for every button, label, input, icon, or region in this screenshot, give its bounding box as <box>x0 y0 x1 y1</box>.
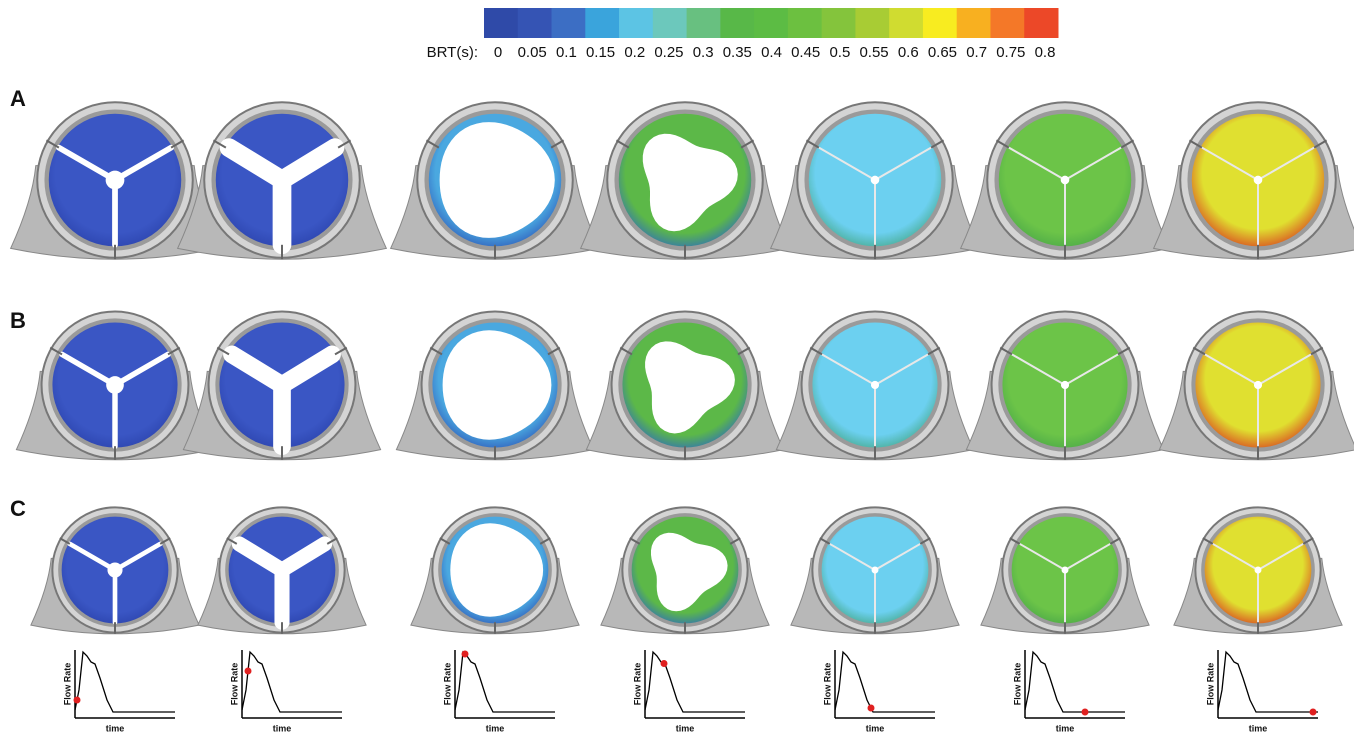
orifice <box>1061 176 1070 185</box>
orifice <box>106 171 125 190</box>
colorbar-swatch <box>653 8 687 38</box>
colorbar-swatch <box>788 8 822 38</box>
flow-curve <box>1218 652 1318 712</box>
x-axis-label: time <box>866 723 885 733</box>
colorbar-swatch <box>822 8 856 38</box>
colorbar-tick-label: 0.65 <box>928 44 957 61</box>
valve <box>183 312 380 460</box>
x-axis-label: time <box>1249 723 1268 733</box>
time-marker <box>1082 709 1089 716</box>
figure: BRT(s): 0 0.05 0.1 0.15 0.2 0.25 0.3 0.35 0.4 0.4… <box>0 0 1354 736</box>
colorbar-tick-label: 0.8 <box>1035 44 1056 61</box>
x-axis-label: time <box>1056 723 1075 733</box>
valve <box>1154 102 1354 259</box>
valve <box>771 102 980 259</box>
time-marker <box>74 697 81 704</box>
valve <box>981 507 1149 633</box>
colorbar-tick-label: 0.5 <box>829 44 850 61</box>
colorbar-swatch <box>585 8 619 38</box>
valve <box>1159 312 1354 460</box>
colorbar-tick-label: 0.35 <box>723 44 752 61</box>
y-axis-label: Flow Rate <box>442 663 452 706</box>
time-marker <box>868 705 875 712</box>
colorbar-swatch <box>957 8 991 38</box>
orifice <box>1254 176 1263 185</box>
valve <box>776 312 973 460</box>
x-axis-label: time <box>106 723 125 733</box>
colorbar-tick-label: 0.7 <box>966 44 987 61</box>
valve <box>198 507 366 633</box>
flow-curve <box>835 652 935 712</box>
colorbar-swatch <box>855 8 889 38</box>
orifice <box>106 376 124 394</box>
colorbar-tick-label: 0.3 <box>693 44 714 61</box>
time-marker <box>462 651 469 658</box>
colorbar-tick-label: 0.15 <box>586 44 615 61</box>
y-axis-label: Flow Rate <box>632 663 642 706</box>
y-axis-label: Flow Rate <box>1205 663 1215 706</box>
flow-curve <box>645 652 745 712</box>
time-marker <box>1310 709 1317 716</box>
orifice <box>1061 381 1069 389</box>
valve <box>601 507 769 633</box>
valve <box>581 102 790 259</box>
y-axis-label: Flow Rate <box>1012 663 1022 706</box>
valve <box>178 102 387 259</box>
time-marker <box>245 668 252 675</box>
colorbar-tick-label: 0.4 <box>761 44 782 61</box>
colorbar-swatch <box>518 8 552 38</box>
colorbar-tick-label: 0.25 <box>654 44 683 61</box>
colorbar-swatch <box>484 8 518 38</box>
orifice <box>1255 567 1262 574</box>
valve <box>396 312 593 460</box>
colorbar-tick-label: 0.45 <box>791 44 820 61</box>
valve <box>791 507 959 633</box>
orifice <box>871 176 880 185</box>
y-axis-label: Flow Rate <box>229 663 239 706</box>
colorbar-swatch <box>754 8 788 38</box>
flow-curve <box>455 652 555 712</box>
orifice <box>872 567 879 574</box>
valve <box>411 507 579 633</box>
valve <box>391 102 600 259</box>
flow-curve <box>75 652 175 712</box>
colorbar-swatch <box>720 8 754 38</box>
x-axis-label: time <box>676 723 695 733</box>
row-label: B <box>10 308 26 333</box>
colorbar-tick-label: 0.55 <box>859 44 888 61</box>
y-axis-label: Flow Rate <box>62 663 72 706</box>
valve <box>31 507 199 633</box>
colorbar-swatch <box>687 8 721 38</box>
flow-curve <box>1025 652 1125 712</box>
valve <box>586 312 783 460</box>
orifice <box>1254 381 1262 389</box>
valve <box>1174 507 1342 633</box>
colorbar-swatch <box>990 8 1024 38</box>
row-label: C <box>10 496 26 521</box>
y-axis-label: Flow Rate <box>822 663 832 706</box>
colorbar-swatch <box>889 8 923 38</box>
valve <box>966 312 1163 460</box>
colorbar-swatch <box>1024 8 1058 38</box>
row-label: A <box>10 86 26 111</box>
x-axis-label: time <box>273 723 292 733</box>
colorbar-tick-label: 0.05 <box>518 44 547 61</box>
orifice <box>871 381 879 389</box>
colorbar-tick-label: 0.2 <box>624 44 645 61</box>
valve <box>961 102 1170 259</box>
colorbar-tick-label: 0.1 <box>556 44 577 61</box>
x-axis-label: time <box>486 723 505 733</box>
flow-curve <box>242 652 342 712</box>
colorbar-tick-label: 0.75 <box>996 44 1025 61</box>
time-marker <box>661 660 668 667</box>
orifice <box>1062 567 1069 574</box>
colorbar-swatch <box>552 8 586 38</box>
colorbar-tick-label: 0.6 <box>898 44 919 61</box>
colorbar-tick-label: 0 <box>494 44 502 61</box>
colorbar-swatch <box>923 8 957 38</box>
colorbar-label: BRT(s): <box>427 44 478 61</box>
valve <box>16 312 213 460</box>
colorbar-swatch <box>619 8 653 38</box>
orifice <box>107 562 122 577</box>
